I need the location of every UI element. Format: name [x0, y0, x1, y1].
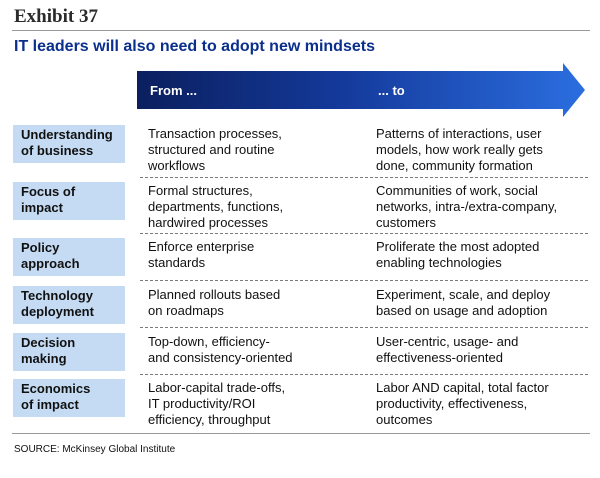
from-line: Enforce enterprise	[148, 239, 255, 254]
column-header-from: From ...	[150, 83, 197, 98]
from-line: Formal structures,	[148, 183, 253, 198]
row-header-line: deployment	[21, 304, 94, 319]
from-to-arrow-banner	[137, 63, 585, 117]
top-rule	[12, 30, 590, 31]
to-line: effectiveness-oriented	[376, 350, 503, 365]
from-line: structured and routine	[148, 142, 275, 157]
from-line: departments, functions,	[148, 199, 284, 214]
column-header-to: ... to	[378, 83, 405, 98]
row-header-line: Economics	[21, 381, 91, 396]
to-cell: User-centric, usage- and effectiveness-o…	[376, 334, 586, 366]
to-line: done, community formation	[376, 158, 533, 173]
to-line: Proliferate the most adopted	[376, 239, 540, 254]
to-line: productivity, effectiveness,	[376, 396, 528, 411]
from-line: on roadmaps	[148, 303, 224, 318]
row-header-line: making	[21, 351, 67, 366]
to-cell: Experiment, scale, and deploy based on u…	[376, 287, 586, 319]
row-header-line: of impact	[21, 397, 79, 412]
row-divider	[140, 233, 588, 234]
to-line: customers	[376, 215, 436, 230]
from-cell: Labor-capital trade-offs, IT productivit…	[148, 380, 348, 428]
page-title: IT leaders will also need to adopt new m…	[14, 38, 375, 55]
row-header: Technology deployment	[13, 286, 125, 324]
from-cell: Enforce enterprise standards	[148, 239, 348, 271]
to-cell: Labor AND capital, total factor producti…	[376, 380, 586, 428]
row-divider	[140, 280, 588, 281]
to-cell: Communities of work, social networks, in…	[376, 183, 586, 231]
from-line: Planned rollouts based	[148, 287, 281, 302]
to-line: models, how work really gets	[376, 142, 543, 157]
row-header: Decision making	[13, 333, 125, 371]
to-cell: Proliferate the most adopted enabling te…	[376, 239, 586, 271]
to-line: Communities of work, social	[376, 183, 538, 198]
to-line: networks, intra-/extra-company,	[376, 199, 558, 214]
to-line: Labor AND capital, total factor	[376, 380, 549, 395]
row-header-line: Policy	[21, 240, 60, 255]
from-line: workflows	[148, 158, 206, 173]
row-header-line: Technology	[21, 288, 93, 303]
from-line: Labor-capital trade-offs,	[148, 380, 286, 395]
from-line: Top-down, efficiency-	[148, 334, 270, 349]
row-divider	[140, 374, 588, 375]
from-line: Transaction processes,	[148, 126, 282, 141]
row-divider	[140, 327, 588, 328]
to-line: User-centric, usage- and	[376, 334, 519, 349]
row-header-line: of business	[21, 143, 94, 158]
from-line: standards	[148, 255, 206, 270]
row-header-line: Focus of	[21, 184, 76, 199]
bottom-rule	[12, 433, 590, 434]
from-line: hardwired processes	[148, 215, 268, 230]
from-line: efficiency, throughput	[148, 412, 271, 427]
from-line: and consistency-oriented	[148, 350, 293, 365]
to-line: Experiment, scale, and deploy	[376, 287, 551, 302]
row-header: Understanding of business	[13, 125, 125, 163]
from-cell: Transaction processes, structured and ro…	[148, 126, 348, 174]
to-cell: Patterns of interactions, user models, h…	[376, 126, 586, 174]
from-line: IT productivity/ROI	[148, 396, 256, 411]
to-line: based on usage and adoption	[376, 303, 548, 318]
to-line: outcomes	[376, 412, 433, 427]
to-line: enabling technologies	[376, 255, 502, 270]
row-header: Focus of impact	[13, 182, 125, 220]
row-header: Economics of impact	[13, 379, 125, 417]
exhibit-label: Exhibit 37	[14, 6, 98, 27]
row-header-line: impact	[21, 200, 63, 215]
from-cell: Planned rollouts based on roadmaps	[148, 287, 348, 319]
to-line: Patterns of interactions, user	[376, 126, 542, 141]
from-cell: Formal structures, departments, function…	[148, 183, 348, 231]
row-header-line: approach	[21, 256, 80, 271]
row-divider	[140, 177, 588, 178]
row-header-line: Understanding	[21, 127, 113, 142]
row-header-line: Decision	[21, 335, 76, 350]
from-cell: Top-down, efficiency- and consistency-or…	[148, 334, 348, 366]
row-header: Policy approach	[13, 238, 125, 276]
source-note: SOURCE: McKinsey Global Institute	[14, 444, 176, 455]
